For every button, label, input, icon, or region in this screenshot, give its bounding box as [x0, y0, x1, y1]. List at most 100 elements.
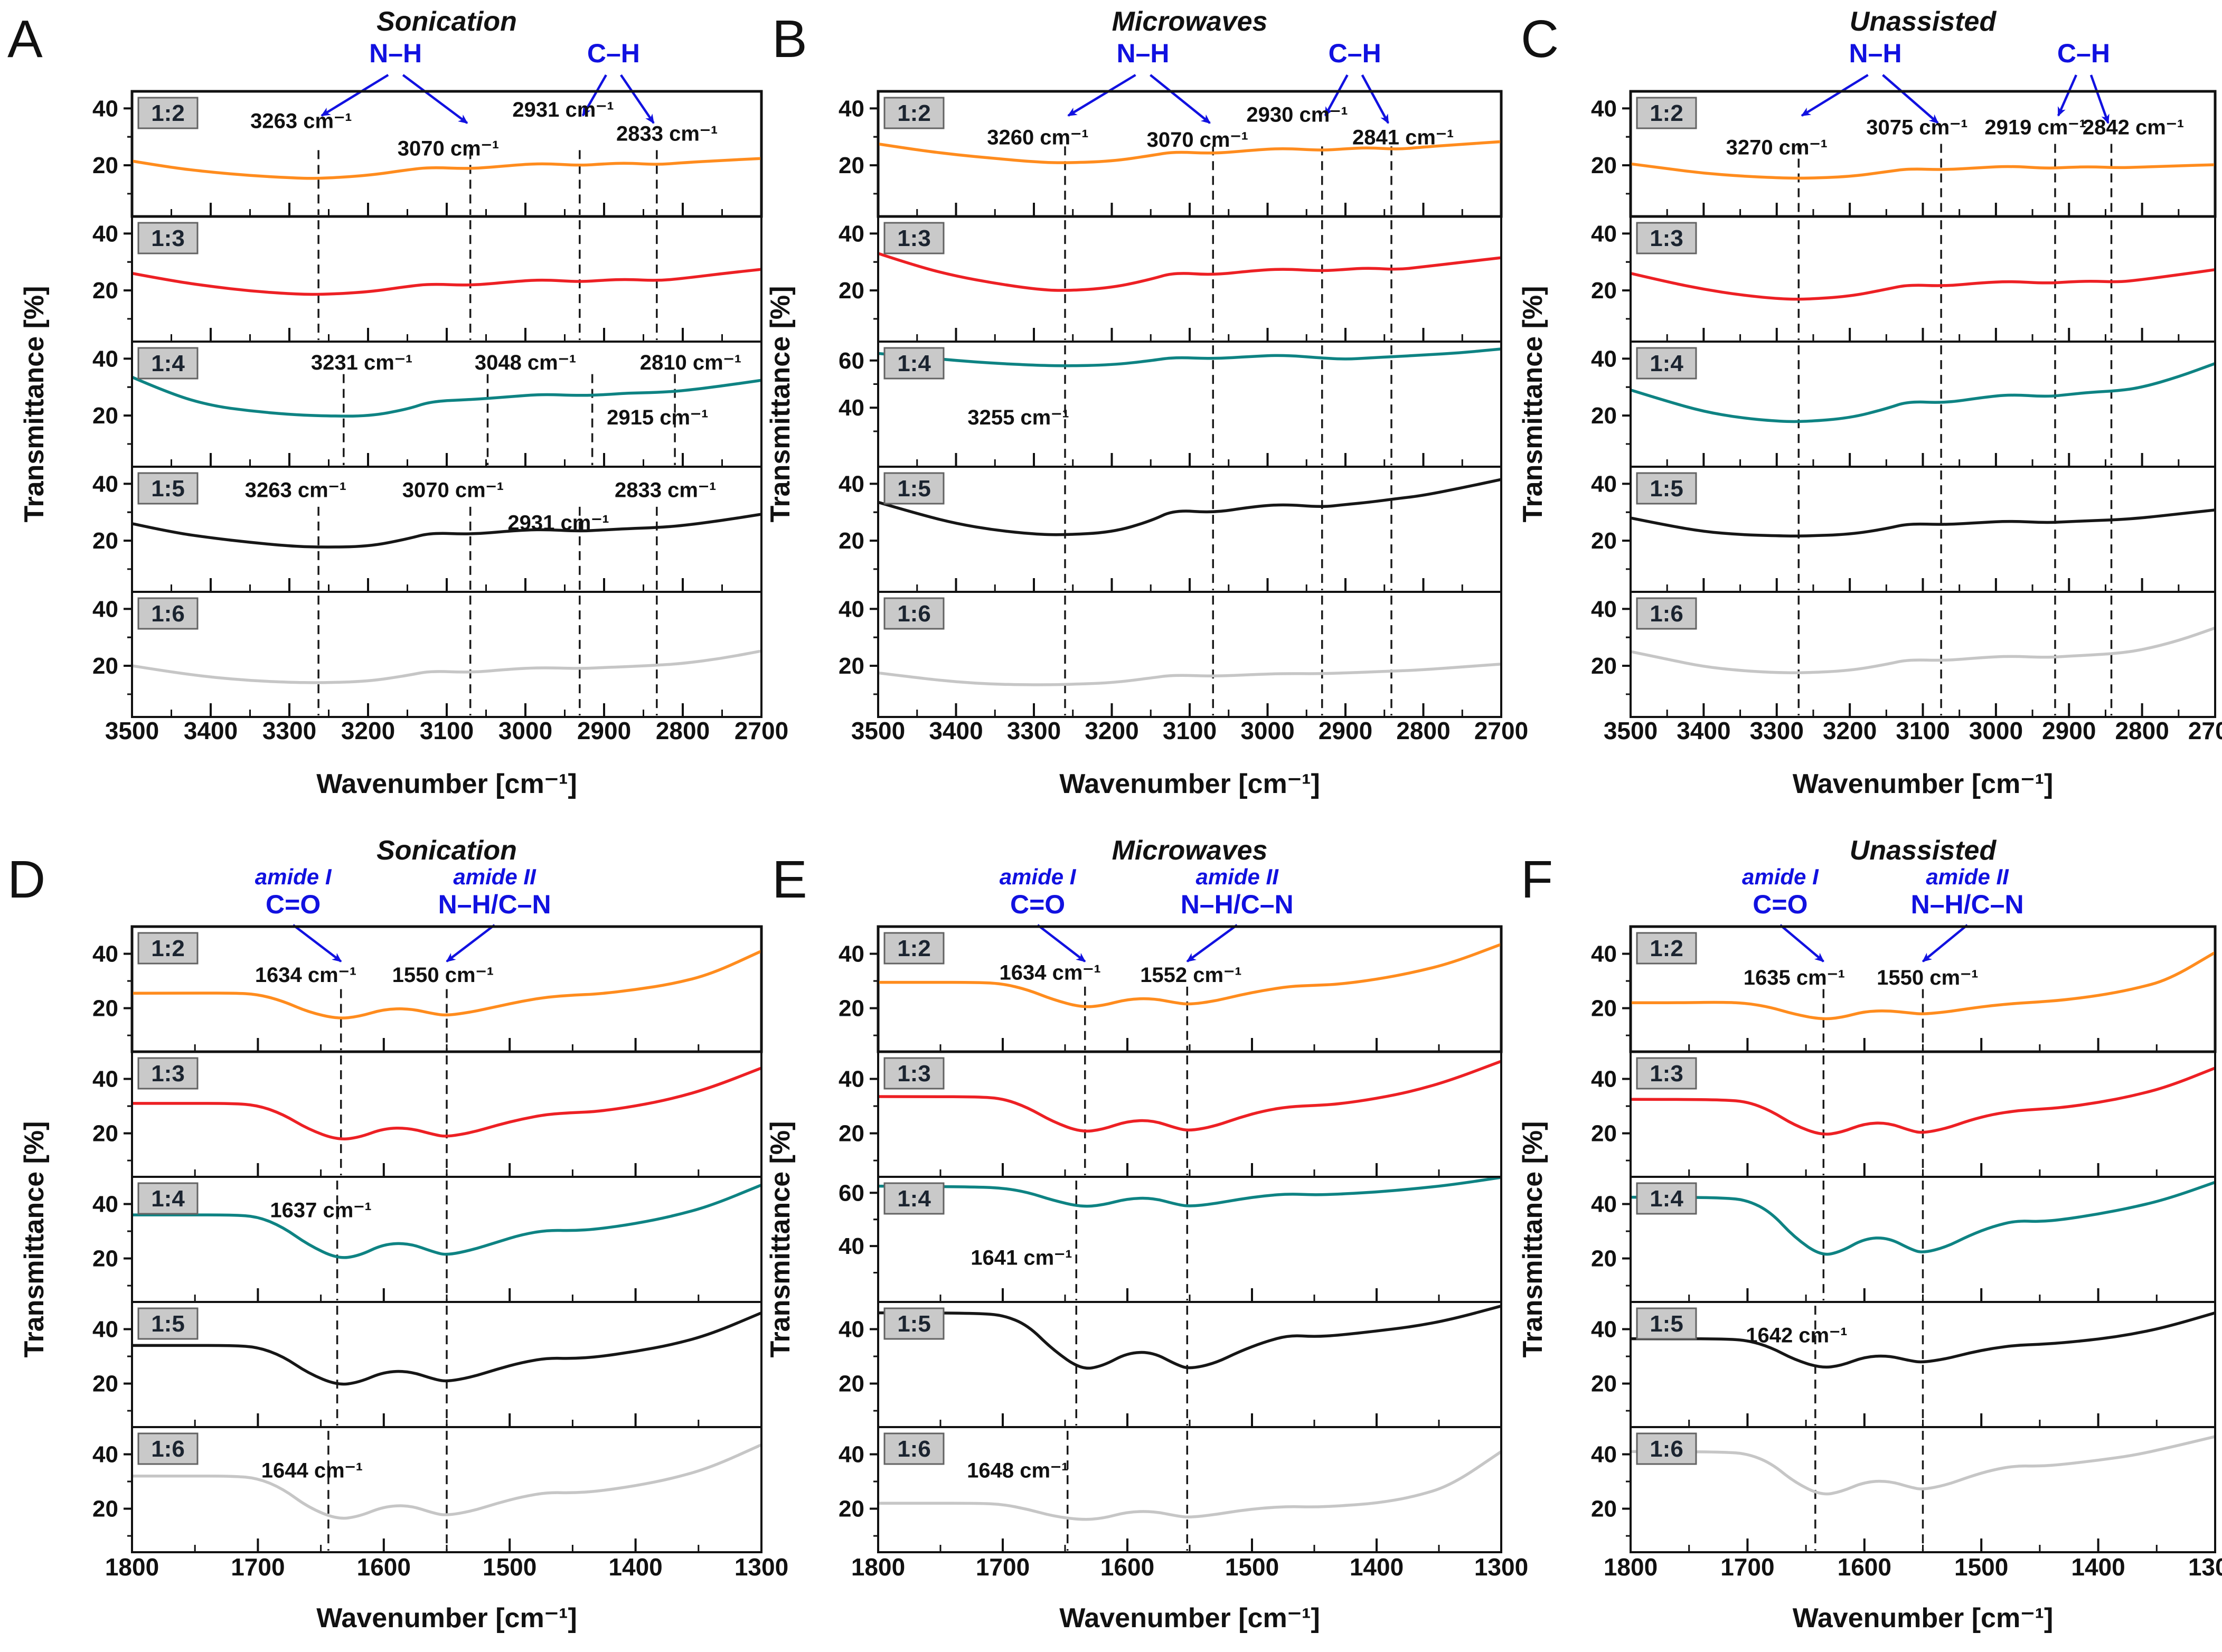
ratio-badge: 1:4 [137, 347, 199, 380]
subplot-F-1:6: 20 40 1:6 [1591, 1426, 2216, 1553]
peak-annotation: 2810 cm⁻¹ [640, 351, 741, 374]
ratio-badge: 1:3 [137, 1057, 199, 1090]
axis-ticks [1622, 952, 2158, 1052]
ratio-badge: 1:2 [1636, 932, 1697, 965]
x-axis-label: Wavenumber [cm⁻¹] [316, 1603, 577, 1634]
subplot-D-1:6: 20 40 1:6 1644 cm⁻¹ [92, 1426, 762, 1553]
axis-ticks [870, 1078, 1440, 1177]
panel-letter-A: A [7, 10, 43, 69]
ratio-badge-label: 1:5 [151, 1311, 185, 1337]
ratio-badge-label: 1:4 [151, 351, 185, 376]
axis-ticks [870, 483, 1463, 592]
ratio-badge: 1:2 [137, 932, 199, 965]
y-tick-label: 20 [839, 996, 864, 1022]
y-tick-label: 40 [839, 221, 864, 247]
y-tick-label: 20 [92, 1246, 118, 1272]
peak-annotation: 1634 cm⁻¹ [1000, 961, 1101, 984]
peak-annotation: 2841 cm⁻¹ [1352, 126, 1454, 149]
assignment-arrow [402, 74, 468, 124]
axis-ticks [1622, 357, 2180, 467]
ratio-badge-label: 1:2 [897, 100, 931, 126]
x-tick-label: 1400 [1350, 1553, 1404, 1581]
ratio-badge: 1:4 [1636, 1182, 1697, 1215]
assignment-arrow [1150, 74, 1211, 124]
y-tick-label: 40 [92, 221, 118, 247]
spectrum-curve-1:4 [1632, 362, 2214, 423]
subplot-frame [1630, 591, 2216, 718]
peak-annotation: 3070 cm⁻¹ [402, 479, 504, 502]
peak-annotation: 2915 cm⁻¹ [607, 406, 708, 429]
spectrum-curve-1:3 [133, 1066, 760, 1140]
y-tick-label: 20 [92, 653, 118, 679]
axis-ticks [1622, 232, 2180, 342]
panel-letter-C: C [1521, 10, 1559, 69]
subplot-D-1:3: 20 40 1:3 [92, 1051, 762, 1178]
x-tick-label: 2700 [735, 717, 788, 744]
peak-annotation: 3270 cm⁻¹ [1726, 136, 1828, 159]
y-tick-label: 20 [92, 1121, 118, 1147]
peak-annotation: 1552 cm⁻¹ [1140, 964, 1241, 987]
axis-ticks [124, 1203, 700, 1302]
peak-annotation: 3075 cm⁻¹ [1866, 116, 1967, 139]
y-tick-label: 20 [839, 153, 864, 178]
y-tick-label: 40 [839, 471, 864, 497]
axis-ticks [870, 359, 1463, 467]
panel-title: Unassisted [1850, 6, 1997, 37]
spectrum-curve-1:2 [879, 943, 1500, 1008]
subplot-A-1:3: 20 40 1:3 [92, 215, 762, 343]
peak-annotation: 3255 cm⁻¹ [967, 406, 1069, 429]
peak-annotation: 2931 cm⁻¹ [512, 98, 614, 121]
ratio-badge-label: 1:5 [151, 476, 185, 502]
subplot-B-1:6: 20 40 1:6 [839, 591, 1502, 718]
spectrum-curve-1:4 [133, 1184, 760, 1259]
spectrum-curve-1:3 [879, 252, 1500, 292]
panel-B: B Microwaves Transmittance [%] N–H C–H 20 40 1:… [765, 6, 1528, 799]
y-tick-label: 40 [839, 1317, 864, 1343]
spectrum-curve-1:3 [1632, 1066, 2214, 1136]
amide-label: amide I [255, 864, 332, 889]
y-tick-label: 20 [1591, 1246, 1617, 1272]
axis-ticks [124, 107, 723, 216]
axis-ticks [1622, 608, 2180, 717]
y-tick-label: 20 [1591, 403, 1617, 429]
ratio-badge: 1:3 [883, 1057, 945, 1090]
subplot-F-1:2: 20 40 1:2 1635 cm⁻¹ 1550 cm⁻¹ [1591, 925, 2217, 1053]
y-axis-label: Transmittance [%] [1518, 286, 1548, 523]
peak-annotation: 3070 cm⁻¹ [1147, 128, 1248, 152]
subplot-E-1:4: 40 60 1:4 1641 cm⁻¹ [839, 1176, 1502, 1303]
ratio-badge: 1:5 [1636, 472, 1697, 505]
subplot-A-1:4: 20 40 1:4 3231 cm⁻¹ 3048 cm⁻¹ 2810 cm⁻¹ 2915 c… [92, 341, 762, 468]
ratio-badge-label: 1:6 [1650, 1436, 1683, 1462]
x-tick-label: 1300 [2188, 1553, 2222, 1581]
y-tick-label: 40 [839, 96, 864, 121]
subplot-E-1:3: 20 40 1:3 [839, 1051, 1502, 1178]
subplot-E-1:6: 20 40 1:6 1648 cm⁻¹ [839, 1426, 1502, 1553]
axis-ticks [124, 232, 723, 342]
y-tick-label: 20 [92, 153, 118, 178]
band-assignment-labels: amide IC=O amide IIN–H/C–N [1742, 864, 2024, 962]
ratio-badge-label: 1:5 [897, 1311, 931, 1337]
panel-letter-D: D [7, 850, 45, 909]
y-tick-label: 20 [1591, 1371, 1617, 1397]
y-tick-label: 40 [92, 346, 118, 372]
x-tick-label: 3400 [929, 717, 983, 744]
ratio-badge: 1:6 [883, 597, 945, 630]
y-tick-label: 40 [839, 1066, 864, 1092]
subplot-A-1:5: 20 40 1:5 3263 cm⁻¹ 3070 cm⁻¹ 2833 cm⁻¹ 2931 c… [92, 466, 762, 593]
ratio-badge-label: 1:5 [897, 476, 931, 502]
assignment-arrow [446, 924, 495, 962]
subplot-C-1:3: 20 40 1:3 [1591, 215, 2216, 343]
assignment-arrow [1324, 74, 1349, 117]
bond-label: C=O [1753, 890, 1807, 919]
subplot-F-1:3: 20 40 1:3 [1591, 1051, 2216, 1178]
y-tick-label: 20 [92, 278, 118, 304]
ratio-badge: 1:4 [137, 1182, 199, 1215]
x-tick-label: 1700 [976, 1553, 1030, 1581]
axis-ticks [124, 357, 723, 467]
axis-ticks [124, 1453, 700, 1552]
subplot-C-1:6: 20 40 1:6 [1591, 591, 2216, 718]
ratio-badge-label: 1:6 [1650, 601, 1683, 627]
axis-ticks [124, 1078, 700, 1177]
x-tick-label: 1600 [1100, 1553, 1154, 1581]
ratio-badge-label: 1:5 [1650, 476, 1683, 502]
